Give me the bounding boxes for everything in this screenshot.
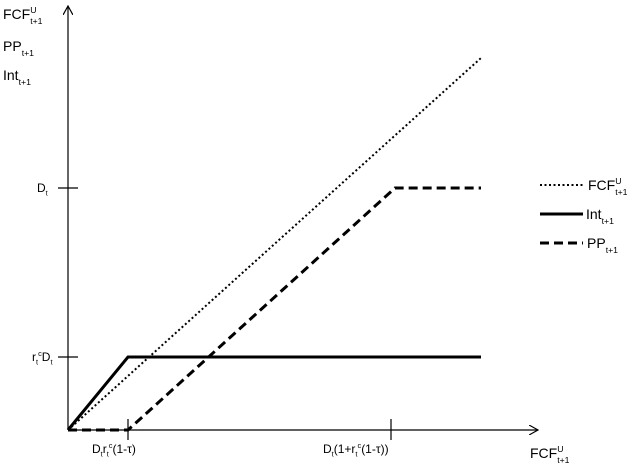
pp-dashed-line: [68, 186, 481, 432]
x-tick-label-kink1: Dtrtc(1-τ): [92, 441, 136, 458]
fcf-dotted-line: [67, 57, 482, 431]
legend-label-int: Intt+1: [586, 206, 614, 226]
y-tick-label-rcdt: rtcDt: [32, 349, 53, 366]
y-axis-label-line-2: PPt+1: [3, 38, 34, 58]
x-axis-label: FCFU t+1: [530, 444, 570, 465]
legend-label-fcf: FCFU t+1: [588, 176, 628, 197]
int-solid-line: [66, 355, 481, 431]
y-tick-label-dt: Dt: [37, 181, 48, 198]
y-axis-label-line-3: Intt+1: [3, 67, 31, 87]
y-axis-label-line-1: FCFU t+1: [3, 5, 43, 26]
legend: FCFU t+1 Intt+1 PPt+1: [540, 176, 628, 255]
legend-label-pp: PPt+1: [587, 235, 618, 255]
x-tick-label-kink2: Dt(1+rtc(1-τ)): [323, 441, 389, 458]
